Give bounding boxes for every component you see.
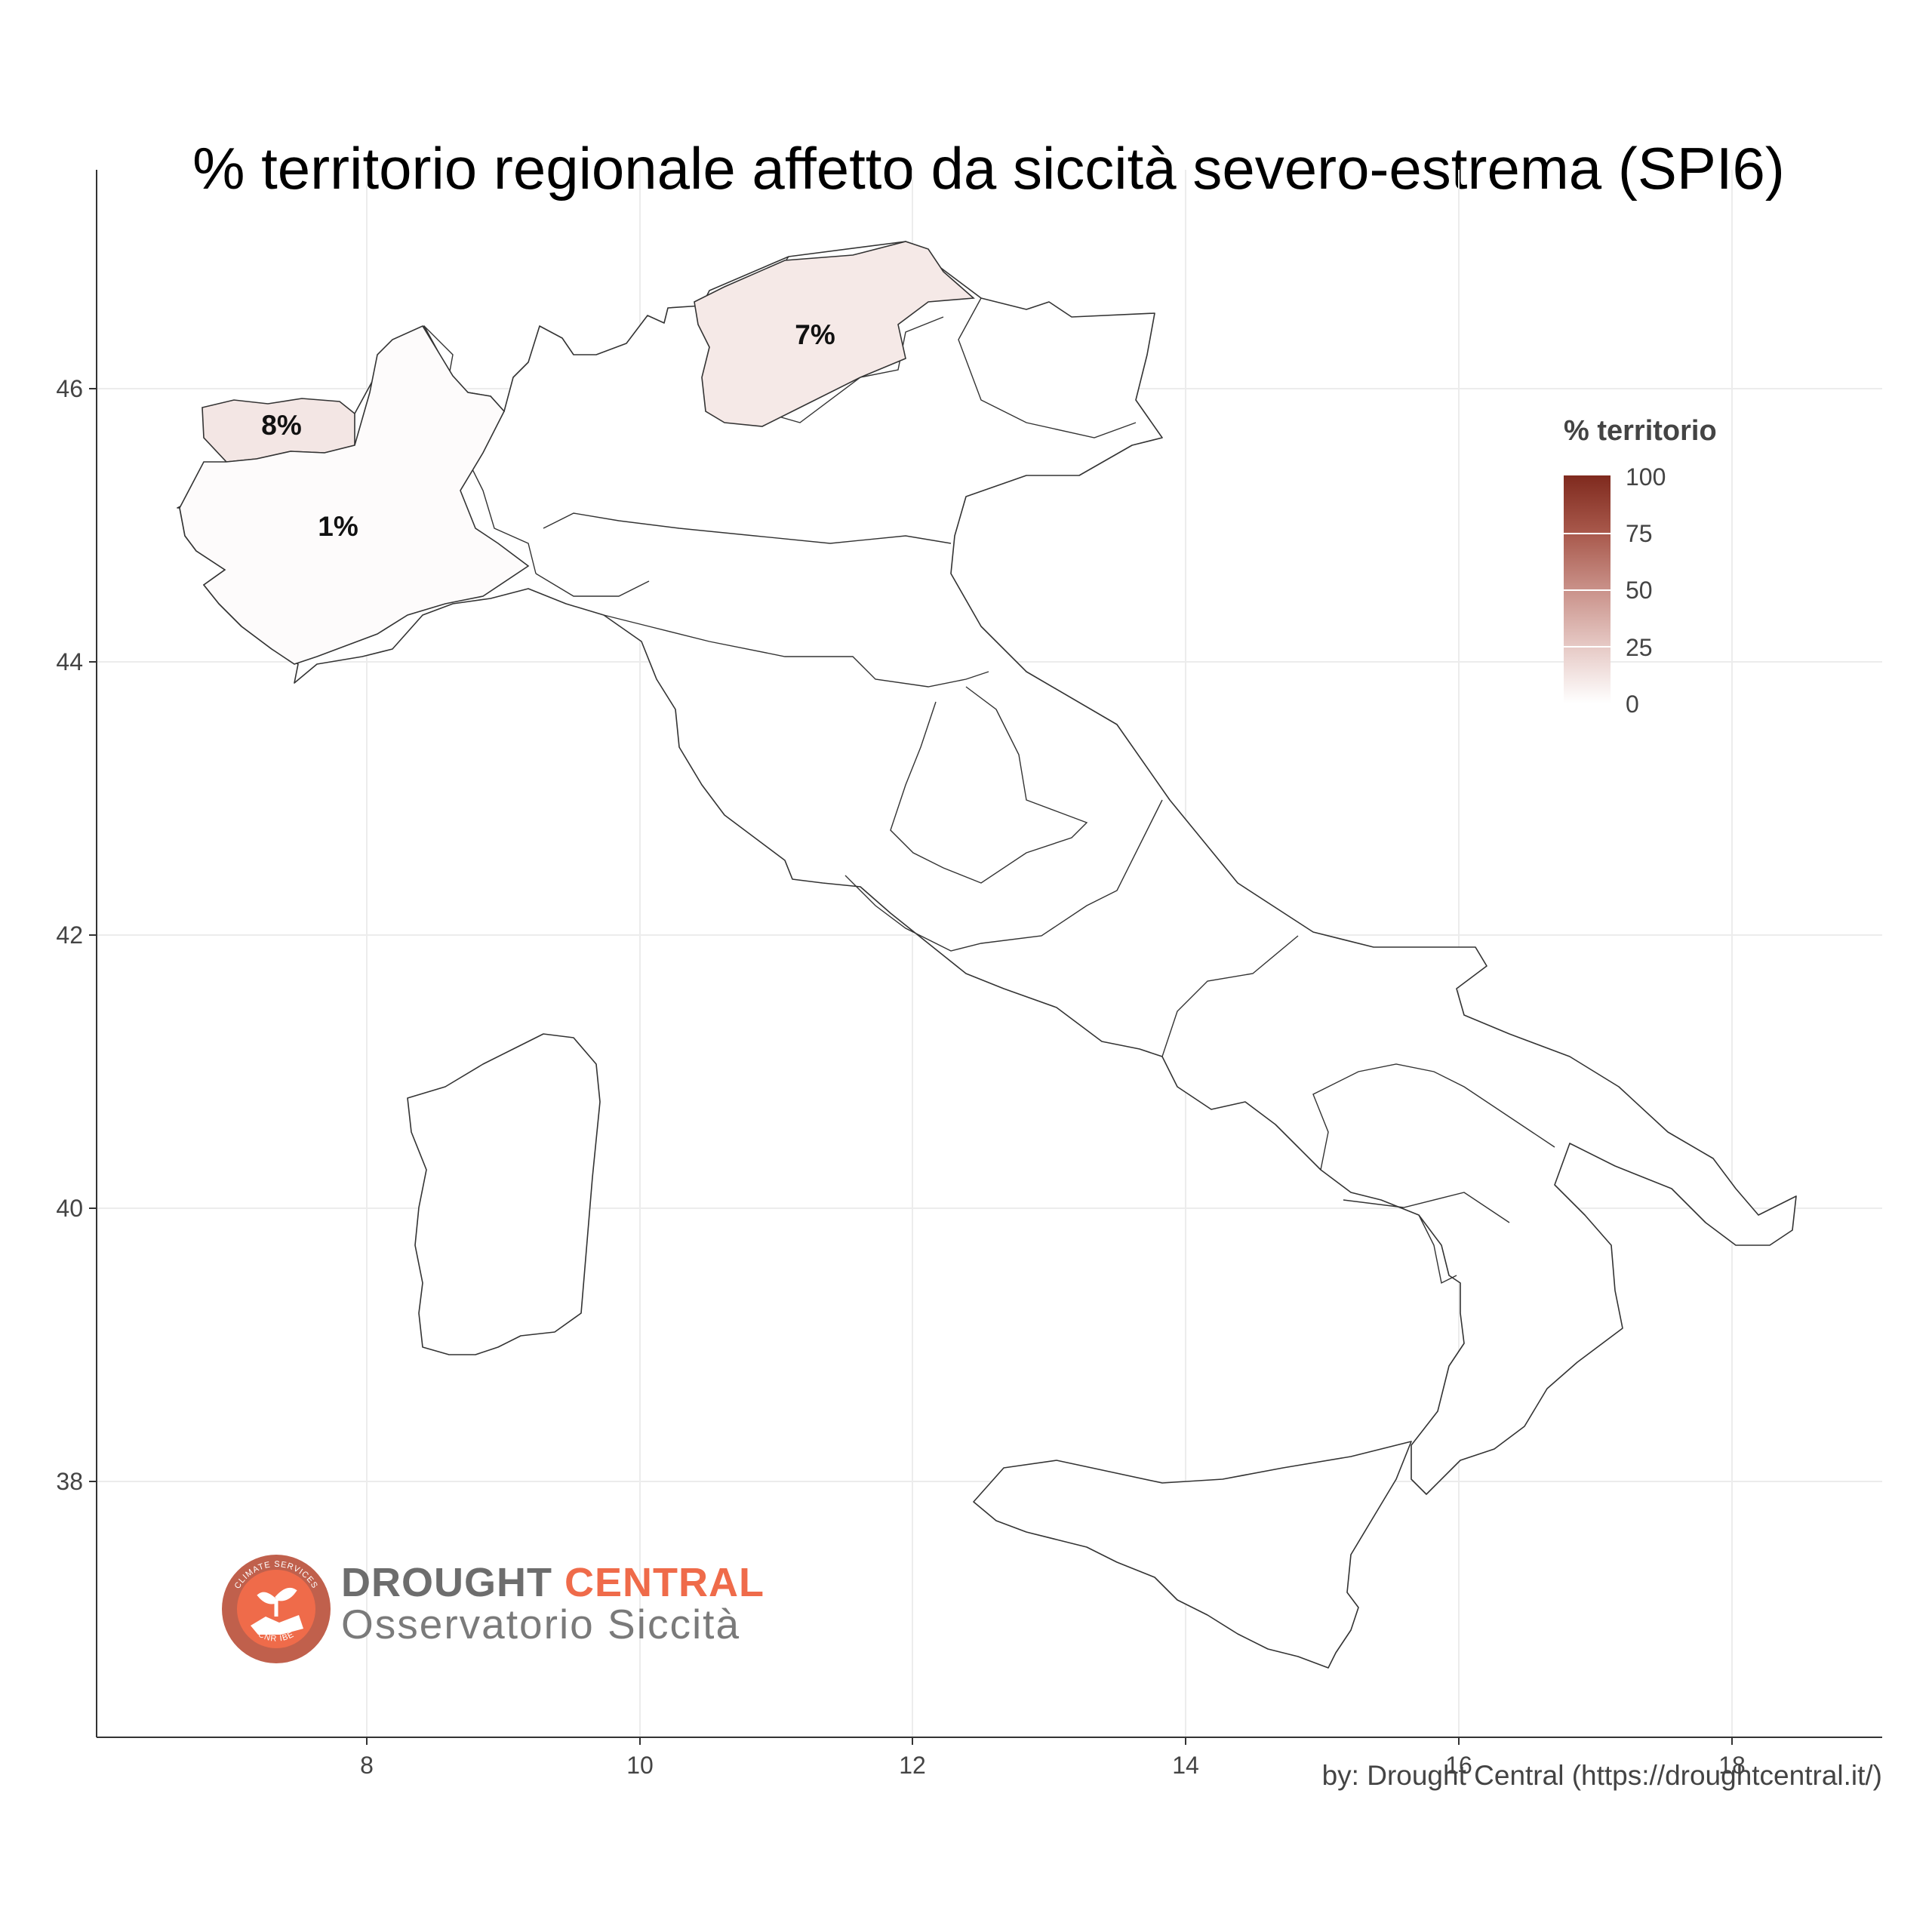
- legend-tick-label: 0: [1626, 691, 1639, 718]
- logo-brand-accent: CENTRAL: [565, 1560, 764, 1605]
- y-tick-label: 42: [56, 921, 83, 949]
- y-tick-label: 44: [56, 648, 83, 675]
- x-tick-label: 10: [626, 1752, 654, 1779]
- legend-tick-line: [1564, 589, 1611, 591]
- y-tick-label: 40: [56, 1195, 83, 1222]
- svg-text:CNR IBE: CNR IBE: [257, 1630, 296, 1644]
- x-tick-label: 8: [360, 1752, 374, 1779]
- legend-tick-label: 50: [1626, 577, 1653, 604]
- region-trentino-alto-adige: [694, 241, 975, 427]
- region-label-valle-daosta: 8%: [261, 410, 301, 441]
- legend-tick-label: 75: [1626, 520, 1653, 547]
- region-piemonte: [179, 325, 530, 665]
- y-tick-label: 46: [56, 375, 83, 402]
- x-tick-label: 18: [1718, 1752, 1746, 1779]
- legend-title: % territorio: [1564, 415, 1717, 447]
- legend-tick-line: [1564, 533, 1611, 534]
- logo-brand: DROUGHT CENTRAL: [341, 1559, 764, 1606]
- region-label-piemonte: 1%: [318, 511, 358, 542]
- y-tick-label: 38: [56, 1468, 83, 1495]
- logo-brand-primary: DROUGHT: [341, 1560, 552, 1605]
- sardinia: [407, 1033, 601, 1355]
- legend-tick-label: 25: [1626, 634, 1653, 661]
- logo-badge-bottom: CNR IBE: [257, 1630, 295, 1644]
- sicily: [973, 1441, 1412, 1669]
- drought-central-logo-icon: CLIMATE SERVICES CNR IBE: [222, 1555, 331, 1663]
- credit-caption: by: Drought Central (https://droughtcent…: [1321, 1760, 1882, 1791]
- map-title: % territorio regionale affetto da siccit…: [192, 135, 1785, 202]
- legend-tick-line: [1564, 646, 1611, 648]
- x-tick-label: 16: [1445, 1752, 1472, 1779]
- axes: [89, 170, 1882, 1745]
- region-label-trentino-alto-adige: 7%: [795, 319, 835, 350]
- italy-mainland: [177, 241, 1797, 1495]
- x-tick-label: 14: [1172, 1752, 1199, 1779]
- legend-tick-label: 100: [1626, 463, 1666, 491]
- logo-subtitle: Osservatorio Siccità: [341, 1601, 741, 1647]
- x-tick-label: 12: [899, 1752, 926, 1779]
